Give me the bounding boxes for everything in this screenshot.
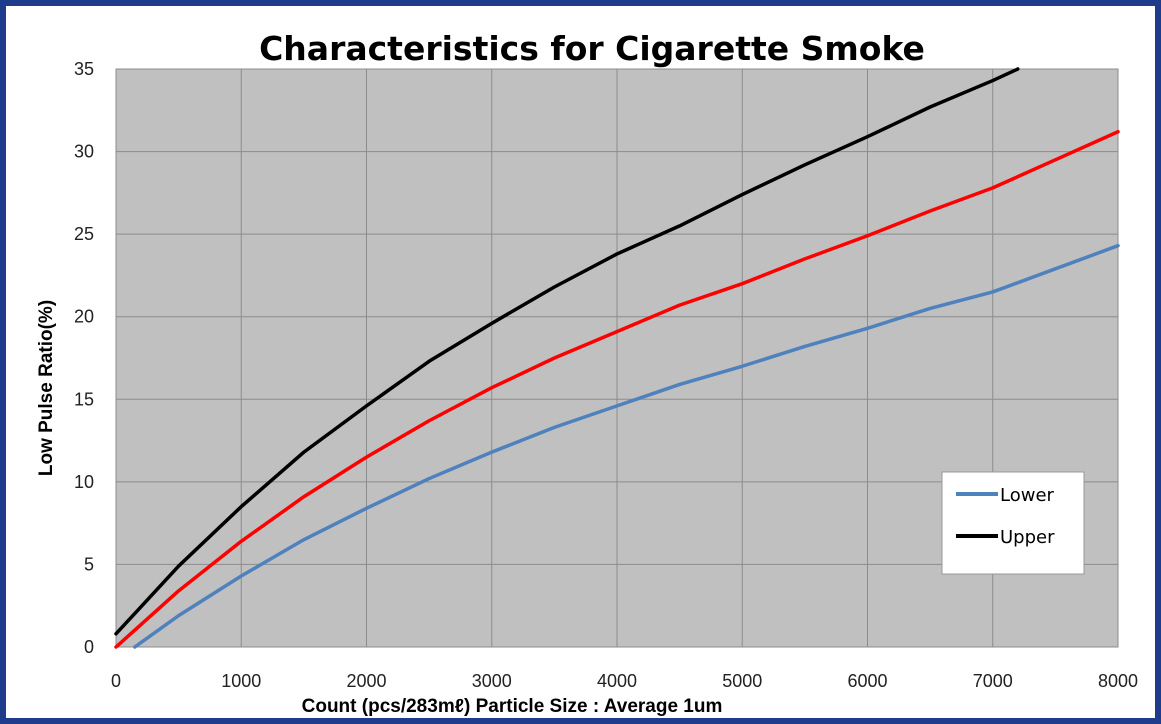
line-chart: 0 5 10 15 20 25 30 35 0 1000 2000 3000 4000 5000 6000… (36, 29, 1138, 717)
y-tick-labels: 0 5 10 15 20 25 30 35 (74, 59, 94, 657)
y-tick-label: 15 (74, 389, 94, 409)
series-line-upper (114, 67, 1020, 636)
series-line-lower (133, 243, 1120, 649)
legend-box (941, 471, 1085, 575)
y-tick-label: 5 (84, 554, 94, 574)
x-tick-label: 7000 (973, 671, 1013, 691)
y-tick-label: 10 (74, 472, 94, 492)
y-axis-label: Low Pulse Ratio(%) (36, 300, 57, 476)
x-tick-label: 0 (111, 671, 121, 691)
grid-lines (115, 68, 1119, 648)
y-tick-label: 25 (74, 224, 94, 244)
y-tick-label: 20 (74, 307, 94, 327)
x-tick-label: 3000 (472, 671, 512, 691)
x-tick-label: 1000 (221, 671, 261, 691)
x-tick-labels: 0 1000 2000 3000 4000 5000 6000 7000 8000 (111, 671, 1138, 691)
x-axis-label: Count (pcs/283mℓ) Particle Size : Averag… (302, 696, 723, 717)
legend-label-lower: Lower (1000, 485, 1055, 506)
x-tick-label: 4000 (597, 671, 637, 691)
y-tick-label: 30 (74, 142, 94, 162)
x-tick-label: 2000 (346, 671, 386, 691)
legend: Lower Upper (941, 471, 1085, 575)
legend-label-upper: Upper (1000, 527, 1055, 548)
y-tick-label: 0 (84, 637, 94, 657)
y-tick-label: 35 (74, 59, 94, 79)
series-line-red (114, 130, 1120, 649)
x-tick-label: 6000 (847, 671, 887, 691)
chart-title: Characteristics for Cigarette Smoke (259, 29, 925, 68)
x-tick-label: 8000 (1098, 671, 1138, 691)
x-tick-label: 5000 (722, 671, 762, 691)
series-lines (114, 67, 1120, 649)
